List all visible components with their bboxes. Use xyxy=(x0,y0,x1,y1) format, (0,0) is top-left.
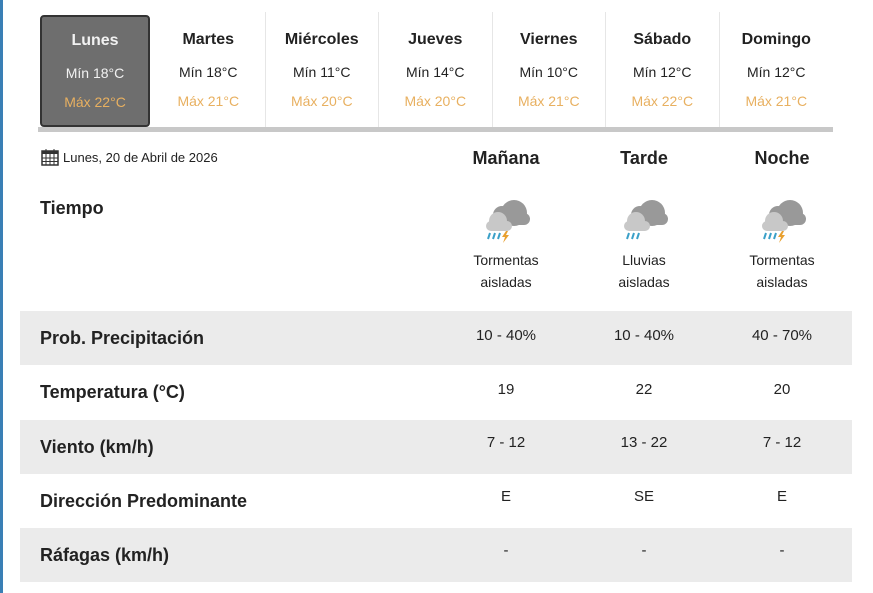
cell-tarde: 13 - 22 xyxy=(620,434,668,451)
cell-manana: 19 xyxy=(497,381,515,398)
rain-icon xyxy=(624,200,668,240)
cell-noche: 20 xyxy=(773,381,791,398)
tiempo-label: Tiempo xyxy=(40,198,104,218)
day-max: Máx 21°C xyxy=(517,93,580,109)
cell-noche: - xyxy=(779,542,785,559)
row-viento: Viento (km/h) 7 - 12 13 - 22 7 - 12 xyxy=(20,420,852,474)
cell-manana: 10 - 40% xyxy=(475,327,537,344)
day-min: Mín 18°C xyxy=(65,65,125,81)
day-max: Máx 21°C xyxy=(745,93,808,109)
row-label: Ráfagas (km/h) xyxy=(40,545,170,565)
cell-noche: 7 - 12 xyxy=(762,434,802,451)
day-min: Mín 18°C xyxy=(178,64,238,80)
day-min: Mín 12°C xyxy=(746,64,806,80)
weather-desc-line2: aisladas xyxy=(756,274,808,290)
weather-manana: Tormentas aisladas xyxy=(446,195,566,293)
day-tab-jueves[interactable]: Jueves Mín 14°C Máx 20°C xyxy=(379,12,493,127)
row-direccion: Dirección Predominante E SE E xyxy=(20,474,852,528)
thunderstorm-icon xyxy=(762,200,806,243)
weather-desc-line1: Lluvias xyxy=(622,252,666,268)
day-min: Mín 11°C xyxy=(293,64,351,80)
cell-tarde: 10 - 40% xyxy=(613,327,675,344)
day-tabs: Lunes Mín 18°C Máx 22°C Martes Mín 18°C Máx … xyxy=(38,12,833,132)
cell-noche: 40 - 70% xyxy=(751,327,813,344)
weather-tarde: Lluvias aisladas xyxy=(584,195,704,293)
cell-tarde: - xyxy=(641,542,647,559)
weather-desc-line1: Tormentas xyxy=(749,252,815,268)
day-min: Mín 14°C xyxy=(405,64,465,80)
left-border xyxy=(0,0,3,593)
day-max: Máx 21°C xyxy=(177,93,240,109)
day-tab-lunes[interactable]: Lunes Mín 18°C Máx 22°C xyxy=(40,15,150,127)
day-name: Jueves xyxy=(408,31,463,48)
calendar-icon xyxy=(41,149,59,166)
day-tab-sabado[interactable]: Sábado Mín 12°C Máx 22°C xyxy=(606,12,720,127)
day-max: Máx 20°C xyxy=(404,93,467,109)
day-tab-martes[interactable]: Martes Mín 18°C Máx 21°C xyxy=(152,12,266,127)
row-rafagas: Ráfagas (km/h) - - - xyxy=(20,528,852,582)
weather-desc-line2: aisladas xyxy=(618,274,670,290)
day-max: Máx 20°C xyxy=(290,93,353,109)
cell-tarde: SE xyxy=(633,488,654,505)
selected-date: Lunes, 20 de Abril de 2026 xyxy=(40,147,218,167)
period-header-manana: Mañana xyxy=(472,148,540,168)
day-tab-domingo[interactable]: Domingo Mín 12°C Máx 21°C xyxy=(720,12,834,127)
cell-manana: 7 - 12 xyxy=(486,434,526,451)
day-max: Máx 22°C xyxy=(631,93,694,109)
day-name: Lunes xyxy=(71,32,119,49)
weather-noche: Tormentas aisladas xyxy=(722,195,842,293)
day-name: Domingo xyxy=(741,31,811,48)
weather-desc-line2: aisladas xyxy=(480,274,532,290)
period-header-tarde: Tarde xyxy=(620,148,668,168)
day-name: Viernes xyxy=(519,31,578,48)
row-label: Temperatura (°C) xyxy=(40,382,185,402)
day-name: Martes xyxy=(182,31,235,48)
row-precipitacion: Prob. Precipitación 10 - 40% 10 - 40% 40 - … xyxy=(20,311,852,365)
weather-desc-line1: Tormentas xyxy=(473,252,539,268)
day-min: Mín 10°C xyxy=(519,64,578,80)
thunderstorm-icon xyxy=(486,200,530,243)
day-min: Mín 12°C xyxy=(632,64,692,80)
cell-tarde: 22 xyxy=(635,381,653,398)
day-max: Máx 22°C xyxy=(64,94,126,110)
cell-noche: E xyxy=(776,488,787,505)
date-text: Lunes, 20 de Abril de 2026 xyxy=(63,149,218,165)
cell-manana: - xyxy=(503,542,509,559)
row-temperatura: Temperatura (°C) 19 22 20 xyxy=(20,365,852,419)
day-name: Sábado xyxy=(633,31,692,48)
day-tab-viernes[interactable]: Viernes Mín 10°C Máx 21°C xyxy=(493,12,606,127)
row-label: Prob. Precipitación xyxy=(40,328,205,348)
row-label: Viento (km/h) xyxy=(40,437,154,457)
row-label: Dirección Predominante xyxy=(40,491,248,511)
day-name: Miércoles xyxy=(284,31,359,48)
cell-manana: E xyxy=(500,488,511,505)
period-header-noche: Noche xyxy=(754,148,810,168)
day-tab-miercoles[interactable]: Miércoles Mín 11°C Máx 20°C xyxy=(266,12,379,127)
